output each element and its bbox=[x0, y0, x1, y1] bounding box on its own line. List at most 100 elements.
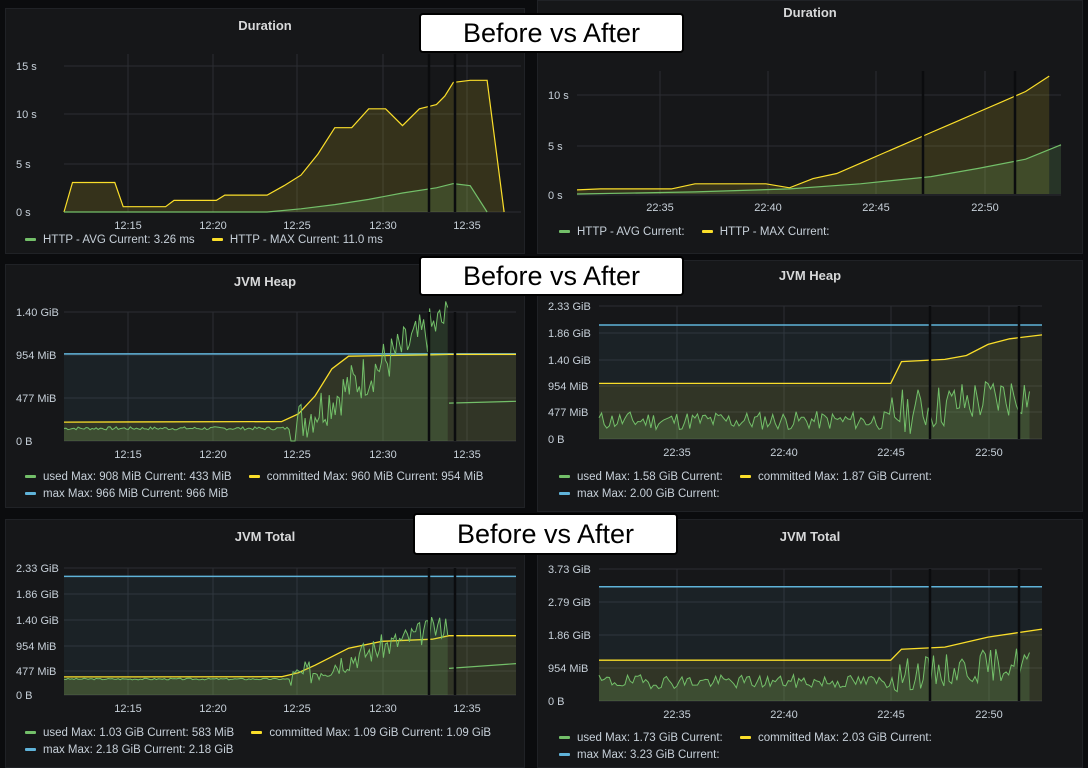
legend-item-used[interactable]: used Max: 1.03 GiB Current: 583 MiB bbox=[25, 725, 234, 742]
x-tick-label: 12:20 bbox=[199, 449, 227, 461]
y-tick-label: 5 s bbox=[548, 141, 563, 153]
y-tick-label: 0 B bbox=[16, 436, 33, 448]
x-tick-label: 22:45 bbox=[877, 447, 905, 459]
total-before-panel: JVM Total 2.33 GiB 1.86 GiB 1.40 GiB 954 Mi… bbox=[5, 519, 525, 768]
y-tick-label: 954 MiB bbox=[16, 350, 56, 362]
y-tick-label: 0 B bbox=[16, 690, 33, 702]
legend-item-http-max[interactable]: HTTP - MAX Current: bbox=[701, 224, 829, 241]
total-after-chart[interactable]: 3.73 GiB 2.79 GiB 1.86 GiB 954 MiB 0 B 22:35 2… bbox=[538, 520, 1084, 725]
x-tick-label: 22:35 bbox=[663, 447, 691, 459]
legend-item-used[interactable]: used Max: 908 MiB Current: 433 MiB bbox=[25, 469, 232, 486]
used-area bbox=[64, 301, 448, 441]
legend-item-committed[interactable]: committed Max: 1.87 GiB Current: bbox=[739, 469, 932, 486]
heap-after-panel: JVM Heap 2.33 GiB 1.86 GiB 1.40 GiB 954 MiB… bbox=[537, 260, 1083, 512]
y-tick-label: 1.40 GiB bbox=[16, 615, 59, 627]
legend-item-max[interactable]: max Max: 966 MiB Current: 966 MiB bbox=[25, 486, 228, 503]
http-avg-line bbox=[576, 144, 1062, 195]
legend-item-http-avg[interactable]: HTTP - AVG Current: 3.26 ms bbox=[25, 232, 195, 249]
heap-before-panel: JVM Heap 1.40 GiB 954 MiB 477 MiB 0 B 12:15 1… bbox=[5, 264, 525, 508]
http-avg-line bbox=[64, 182, 488, 213]
legend-item-used[interactable]: used Max: 1.73 GiB Current: bbox=[559, 730, 723, 747]
y-tick-label: 1.86 GiB bbox=[548, 328, 591, 340]
x-tick-label: 22:40 bbox=[770, 709, 798, 721]
y-tick-label: 477 MiB bbox=[16, 666, 56, 678]
y-tick-label: 3.73 GiB bbox=[548, 564, 591, 576]
legend: used Max: 908 MiB Current: 433 MiB commi… bbox=[25, 469, 497, 503]
used-area bbox=[599, 648, 1030, 701]
legend-item-max[interactable]: max Max: 2.18 GiB Current: 2.18 GiB bbox=[25, 742, 233, 759]
committed-line bbox=[599, 334, 1043, 385]
http-max-area bbox=[64, 80, 505, 212]
duration-after-chart[interactable]: 10 s 5 s 0 s 22:35 22:40 22:45 22:50 bbox=[538, 1, 1084, 221]
y-tick-label: 5 s bbox=[16, 159, 31, 171]
legend-item-max[interactable]: max Max: 2.00 GiB Current: bbox=[559, 486, 720, 503]
http-max-line bbox=[576, 75, 1050, 191]
legend-item-committed[interactable]: committed Max: 960 MiB Current: 954 MiB bbox=[248, 469, 483, 486]
http-avg-area bbox=[64, 183, 488, 212]
used-line bbox=[598, 648, 1030, 693]
used-line bbox=[63, 616, 449, 686]
used-area bbox=[599, 381, 1030, 439]
legend-item-http-max[interactable]: HTTP - MAX Current: 11.0 ms bbox=[211, 232, 383, 249]
heap-before-chart[interactable]: 1.40 GiB 954 MiB 477 MiB 0 B 12:15 12:20 12:25… bbox=[6, 265, 526, 465]
used-line bbox=[598, 380, 1030, 434]
duration-before-chart[interactable]: 15 s 10 s 5 s 0 s 12:15 12:20 12:25 12:30 12:35 bbox=[6, 9, 526, 232]
legend: used Max: 1.73 GiB Current: committed Ma… bbox=[559, 730, 946, 764]
http-max-area bbox=[577, 76, 1050, 194]
y-tick-label: 15 s bbox=[16, 61, 37, 73]
used-area bbox=[64, 617, 448, 695]
committed-line bbox=[63, 635, 516, 678]
before-after-banner-2: Before vs After bbox=[419, 256, 684, 296]
y-tick-label: 0 s bbox=[548, 190, 563, 202]
x-tick-label: 12:30 bbox=[369, 703, 397, 715]
x-tick-label: 22:45 bbox=[877, 709, 905, 721]
x-tick-label: 22:35 bbox=[663, 709, 691, 721]
x-tick-label: 12:35 bbox=[453, 703, 481, 715]
committed-line bbox=[599, 628, 1043, 661]
panel-title: JVM Total bbox=[779, 529, 841, 544]
http-avg-area bbox=[577, 144, 1061, 194]
x-tick-label: 12:25 bbox=[283, 220, 311, 232]
y-tick-label: 0 s bbox=[16, 207, 31, 219]
legend-item-http-avg[interactable]: HTTP - AVG Current: bbox=[559, 224, 685, 241]
y-tick-label: 1.40 GiB bbox=[548, 355, 591, 367]
legend: used Max: 1.03 GiB Current: 583 MiB comm… bbox=[25, 725, 505, 759]
y-tick-label: 2.33 GiB bbox=[16, 563, 59, 575]
x-tick-label: 12:25 bbox=[283, 449, 311, 461]
total-before-chart[interactable]: 2.33 GiB 1.86 GiB 1.40 GiB 954 MiB 477 MiB 0 … bbox=[6, 520, 526, 725]
x-tick-label: 12:20 bbox=[199, 703, 227, 715]
legend-item-max[interactable]: max Max: 3.23 GiB Current: bbox=[559, 747, 720, 764]
x-tick-label: 22:40 bbox=[754, 202, 782, 214]
max-area bbox=[599, 586, 1042, 701]
plot-area bbox=[64, 312, 516, 441]
used-tail-line bbox=[448, 400, 517, 404]
y-tick-label: 2.33 GiB bbox=[548, 301, 591, 313]
x-tick-label: 12:15 bbox=[114, 703, 142, 715]
x-tick-label: 12:20 bbox=[199, 220, 227, 232]
used-tail-line bbox=[448, 663, 517, 669]
y-tick-label: 0 B bbox=[548, 696, 565, 708]
x-tick-label: 22:50 bbox=[971, 202, 999, 214]
legend-item-used[interactable]: used Max: 1.58 GiB Current: bbox=[559, 469, 723, 486]
y-tick-label: 477 MiB bbox=[16, 393, 56, 405]
y-tick-label: 0 B bbox=[548, 434, 565, 446]
y-tick-label: 1.40 GiB bbox=[16, 307, 59, 319]
y-tick-label: 2.79 GiB bbox=[548, 597, 591, 609]
legend-item-committed[interactable]: committed Max: 1.09 GiB Current: 1.09 Gi… bbox=[251, 725, 491, 742]
total-after-panel: JVM Total 3.73 GiB 2.79 GiB 1.86 GiB 954 Mi… bbox=[537, 519, 1083, 768]
x-tick-label: 12:25 bbox=[283, 703, 311, 715]
y-tick-label: 477 MiB bbox=[548, 407, 588, 419]
panel-title: Duration bbox=[238, 18, 292, 33]
x-tick-label: 12:35 bbox=[453, 220, 481, 232]
before-after-banner-3: Before vs After bbox=[413, 513, 678, 555]
legend-item-committed[interactable]: committed Max: 2.03 GiB Current: bbox=[739, 730, 932, 747]
y-tick-label: 1.86 GiB bbox=[548, 630, 591, 642]
committed-area bbox=[64, 635, 516, 695]
x-tick-label: 22:40 bbox=[770, 447, 798, 459]
heap-after-chart[interactable]: 2.33 GiB 1.86 GiB 1.40 GiB 954 MiB 477 MiB 0 … bbox=[538, 261, 1084, 466]
committed-area bbox=[64, 354, 516, 441]
legend: HTTP - AVG Current: 3.26 ms HTTP - MAX C… bbox=[25, 232, 397, 249]
y-tick-label: 954 MiB bbox=[548, 663, 588, 675]
before-after-banner-1: Before vs After bbox=[419, 13, 684, 53]
